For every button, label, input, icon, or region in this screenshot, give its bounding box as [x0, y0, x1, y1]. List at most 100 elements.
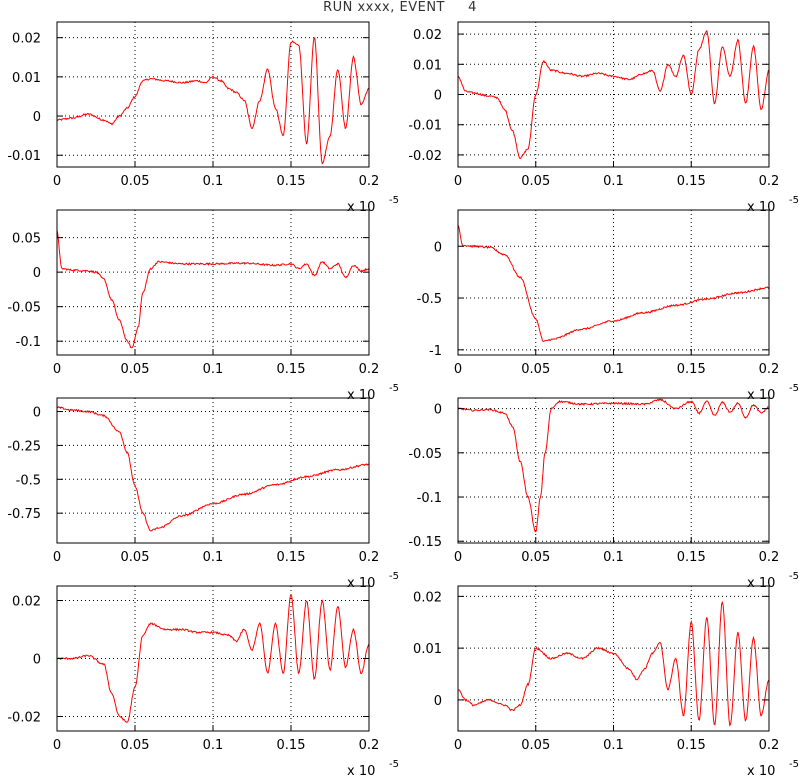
x-axis-factor: x 10 [347, 576, 375, 591]
y-tick-label: 0.05 [12, 232, 41, 247]
x-tick-label: 0.2 [359, 362, 380, 377]
y-tick-label: -0.5 [16, 473, 41, 488]
x-axis-exponent: -5 [789, 383, 799, 394]
x-axis-factor: x 10 [747, 576, 775, 591]
y-tick-label: -0.02 [7, 711, 41, 726]
y-tick-label: 0 [33, 653, 41, 668]
panel-4: 0 0.05 0.1 0.15 0.2 -1 -0.5 0 x 10 -5 [417, 209, 799, 403]
x-axis-factor: x 10 [747, 200, 775, 215]
signal-trace [56, 229, 370, 349]
y-tick-label: -0.1 [417, 491, 442, 506]
signal-trace [457, 398, 770, 533]
panel-3: 0 0.05 0.1 0.15 0.2 -0.1 -0.05 0 0.05 x 10 -5 [7, 209, 399, 403]
y-tick-label: 0 [33, 110, 41, 125]
page-title: RUN xxxx, EVENT 4 [323, 0, 477, 15]
y-tick-label: 0.02 [12, 595, 41, 610]
x-tick-label: 0.2 [359, 738, 380, 753]
x-tick-label: 0.2 [359, 174, 380, 189]
panel-2: 0 0.05 0.1 0.15 0.2 -0.02 -0.01 0 0.01 0.02 x 10 -5 [408, 21, 799, 215]
signal-trace [56, 594, 370, 723]
y-tick-label: 0 [434, 89, 442, 104]
x-axis-exponent: -5 [789, 571, 799, 582]
x-tick-label: 0.15 [677, 174, 706, 189]
x-tick-label: 0.2 [759, 174, 780, 189]
x-axis-factor: x 10 [347, 764, 375, 779]
x-tick-label: 0.2 [359, 550, 380, 565]
y-tick-label: -0.05 [7, 301, 41, 316]
x-axis-exponent: -5 [389, 383, 399, 394]
y-tick-label: -0.01 [7, 149, 41, 164]
x-tick-label: 0 [53, 550, 61, 565]
x-tick-label: 0.05 [521, 738, 550, 753]
x-axis-factor: x 10 [747, 388, 775, 403]
y-tick-label: 0.01 [413, 642, 442, 657]
y-tick-label: 0.02 [12, 32, 41, 47]
y-tick-label: -0.01 [408, 119, 442, 134]
panel-5: 0 0.05 0.1 0.15 0.2 -0.75 -0.5 -0.25 0 x 10 -5 [7, 397, 399, 591]
x-tick-label: 0 [454, 362, 462, 377]
x-tick-label: 0.1 [203, 550, 224, 565]
x-axis-exponent: -5 [389, 195, 399, 206]
signal-trace [457, 224, 770, 342]
x-tick-label: 0.15 [677, 550, 706, 565]
x-axis-exponent: -5 [389, 571, 399, 582]
x-tick-label: 0.15 [677, 362, 706, 377]
y-tick-label: -0.02 [408, 149, 442, 164]
x-tick-label: 0 [53, 362, 61, 377]
y-tick-label: 0.01 [413, 58, 442, 73]
x-axis-factor: x 10 [347, 200, 375, 215]
y-tick-label: 0 [434, 694, 442, 709]
x-tick-label: 0.05 [121, 174, 150, 189]
x-tick-label: 0.15 [277, 550, 306, 565]
panel-1: 0 0.05 0.1 0.15 0.2 -0.01 0 0.01 0.02 x 10 -5 [7, 21, 399, 215]
y-tick-label: 0.01 [12, 71, 41, 86]
panel-6: 0 0.05 0.1 0.15 0.2 -0.15 -0.1 -0.05 0 x 10 -5 [408, 397, 799, 591]
x-tick-label: 0 [454, 174, 462, 189]
panel-8: 0 0.05 0.1 0.15 0.2 0 0.01 0.02 x 10 -5 [413, 585, 799, 779]
y-tick-label: -0.05 [408, 447, 442, 462]
x-tick-label: 0.2 [759, 362, 780, 377]
signal-trace [458, 600, 770, 727]
x-axis-exponent: -5 [789, 759, 799, 770]
y-tick-label: 0 [434, 403, 442, 418]
x-axis-factor: x 10 [347, 388, 375, 403]
x-axis-exponent: -5 [389, 759, 399, 770]
x-tick-label: 0.1 [203, 174, 224, 189]
y-tick-label: -0.25 [7, 439, 41, 454]
signal-trace [56, 37, 370, 165]
x-tick-label: 0.1 [203, 362, 224, 377]
x-tick-label: 0 [53, 174, 61, 189]
x-tick-label: 0.1 [603, 738, 624, 753]
x-tick-label: 0.15 [277, 738, 306, 753]
y-tick-label: -0.75 [7, 507, 41, 522]
x-tick-label: 0.1 [603, 550, 624, 565]
x-tick-label: 0.2 [759, 738, 780, 753]
y-tick-label: 0.02 [413, 28, 442, 43]
y-tick-label: 0.02 [413, 590, 442, 605]
x-tick-label: 0 [53, 738, 61, 753]
signal-trace [457, 29, 770, 160]
x-tick-label: 0.15 [677, 738, 706, 753]
x-axis-factor: x 10 [747, 764, 775, 779]
x-tick-label: 0.2 [759, 550, 780, 565]
y-tick-label: -0.5 [417, 292, 442, 307]
y-tick-label: -0.1 [16, 335, 41, 350]
signal-trace [56, 406, 370, 532]
y-tick-label: -0.15 [408, 535, 442, 550]
x-tick-label: 0 [454, 738, 462, 753]
x-tick-label: 0.05 [521, 174, 550, 189]
y-tick-label: 0 [33, 266, 41, 281]
y-tick-label: 0 [33, 406, 41, 421]
x-axis-exponent: -5 [789, 195, 799, 206]
x-tick-label: 0.1 [603, 362, 624, 377]
x-tick-label: 0.05 [121, 550, 150, 565]
y-tick-label: 0 [434, 240, 442, 255]
x-tick-label: 0.05 [121, 362, 150, 377]
y-tick-label: -1 [429, 344, 442, 359]
x-tick-label: 0.05 [121, 738, 150, 753]
x-tick-label: 0 [454, 550, 462, 565]
x-tick-label: 0.05 [521, 362, 550, 377]
x-tick-label: 0.1 [603, 174, 624, 189]
panel-7: 0 0.05 0.1 0.15 0.2 -0.02 0 0.02 x 10 -5 [7, 585, 399, 779]
